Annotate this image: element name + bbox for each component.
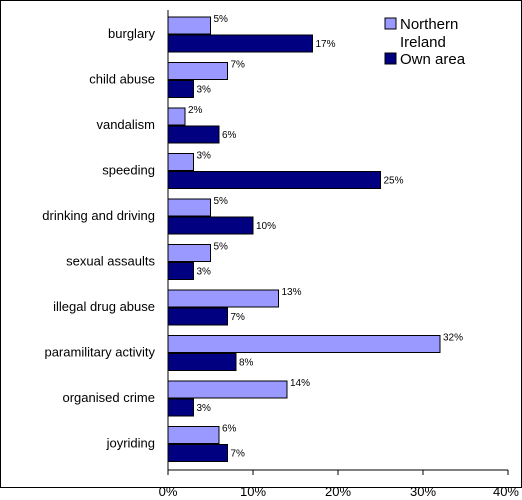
legend-label: Own area: [400, 51, 466, 68]
bar-northern-ireland: [167, 16, 211, 35]
bar-own-area: [167, 34, 313, 53]
x-axis: 0% 10% 20% 30% 40%: [159, 10, 519, 499]
category-label: joyriding: [106, 436, 155, 451]
data-label: 8%: [239, 358, 254, 369]
bar-own-area: [167, 353, 237, 371]
data-label: 17%: [316, 39, 336, 50]
category-label: burglary: [108, 26, 155, 41]
legend-label: Northern: [400, 16, 458, 33]
bar-own-area: [167, 80, 194, 98]
bar-own-area: [167, 262, 194, 280]
bar-own-area: [167, 216, 254, 235]
data-label: 2%: [188, 105, 203, 116]
data-label: 25%: [384, 176, 404, 187]
category-label: drinking and driving: [42, 208, 155, 223]
plot-frame: [0, 0, 522, 488]
category-label: child abuse: [89, 72, 155, 87]
x-tick-label: 30%: [410, 484, 436, 499]
x-tick-label: 20%: [325, 484, 351, 499]
bar-northern-ireland: [167, 289, 279, 308]
category-label: vandalism: [96, 117, 155, 132]
bar-northern-ireland: [167, 107, 186, 126]
category-label: organised crime: [63, 390, 156, 405]
bar-own-area: [167, 398, 194, 417]
bar-northern-ireland: [167, 426, 220, 444]
data-label: 10%: [256, 221, 276, 232]
legend-swatch: [384, 17, 397, 30]
data-label: 7%: [231, 449, 246, 460]
bar-own-area: [167, 171, 381, 189]
category-label: sexual assaults: [66, 254, 155, 269]
data-label: 5%: [214, 196, 229, 207]
bar-own-area: [167, 307, 228, 326]
bar-northern-ireland: [167, 380, 288, 399]
bar-northern-ireland: [167, 335, 441, 353]
bar-northern-ireland: [167, 198, 211, 217]
data-label: 3%: [197, 151, 212, 162]
legend-label: Ireland: [400, 34, 446, 51]
category-label: illegal drug abuse: [53, 299, 155, 314]
data-label: 3%: [197, 85, 212, 96]
data-label: 5%: [214, 14, 229, 25]
x-tick-label: 10%: [240, 484, 266, 499]
bar-northern-ireland: [167, 153, 194, 171]
data-label: 14%: [290, 378, 310, 389]
data-label: 3%: [197, 403, 212, 414]
x-tick-label: 40%: [493, 484, 519, 499]
category-label: speeding: [102, 163, 155, 178]
data-label: 6%: [222, 130, 237, 141]
x-tick-label: 0%: [159, 484, 178, 499]
data-label: 7%: [231, 312, 246, 323]
bar-northern-ireland: [167, 244, 211, 262]
data-label: 13%: [282, 287, 302, 298]
legend-swatch: [384, 52, 397, 65]
data-label: 32%: [443, 333, 463, 344]
category-labels: burglary child abuse vandalism speeding drin…: [42, 26, 155, 451]
category-label: paramilitary activity: [44, 345, 155, 360]
data-label: 5%: [214, 242, 229, 253]
data-label: 3%: [197, 267, 212, 278]
bar-own-area: [167, 444, 228, 462]
bar-northern-ireland: [167, 62, 228, 80]
value-labels: 5% 17% 7% 3% 2% 6% 3% 25% 5% 10% 5% 3% 13% 7% 32% 8% 14%…: [188, 14, 463, 460]
data-label: 7%: [231, 60, 246, 71]
bar-own-area: [167, 125, 220, 144]
data-label: 6%: [222, 424, 237, 435]
